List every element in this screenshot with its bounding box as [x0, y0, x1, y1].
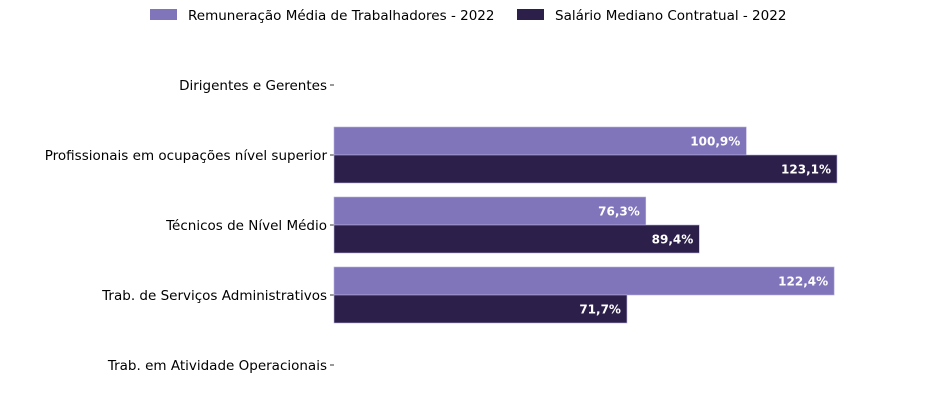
- category-tick-label: Dirigentes e Gerentes: [179, 78, 327, 94]
- bar-value-label: 71,7%: [579, 303, 621, 317]
- legend-swatch: [150, 9, 177, 20]
- category-axis: Dirigentes e Gerentes Profissionais em oc…: [45, 78, 334, 374]
- bar-value-label: 122,4%: [778, 275, 828, 289]
- bar: [333, 224, 700, 254]
- bar-value-label: 76,3%: [598, 205, 640, 219]
- bar: [333, 126, 747, 156]
- category-tick-label: Trab. de Serviços Administrativos: [101, 288, 327, 304]
- category-tick-label: Profissionais em ocupações nível superio…: [45, 148, 328, 164]
- legend-label: Salário Mediano Contratual - 2022: [555, 8, 786, 24]
- bar: [333, 154, 838, 184]
- bar-value-label: 123,1%: [781, 163, 831, 177]
- bar: [333, 196, 647, 226]
- category-tick-label: Trab. em Atividade Operacionais: [107, 358, 327, 374]
- legend-label: Remuneração Média de Trabalhadores - 202…: [188, 8, 494, 24]
- category-tick-label: Técnicos de Nível Médio: [165, 218, 327, 234]
- bars: 100,9% 123,1% 76,3% 89,4% 122,4% 71,7%: [333, 126, 838, 324]
- bar: [333, 266, 835, 296]
- bar-value-label: 100,9%: [690, 135, 740, 149]
- legend-swatch: [517, 9, 544, 20]
- bar: [333, 294, 628, 324]
- legend: Remuneração Média de Trabalhadores - 202…: [150, 8, 786, 24]
- bar-value-label: 89,4%: [652, 233, 694, 247]
